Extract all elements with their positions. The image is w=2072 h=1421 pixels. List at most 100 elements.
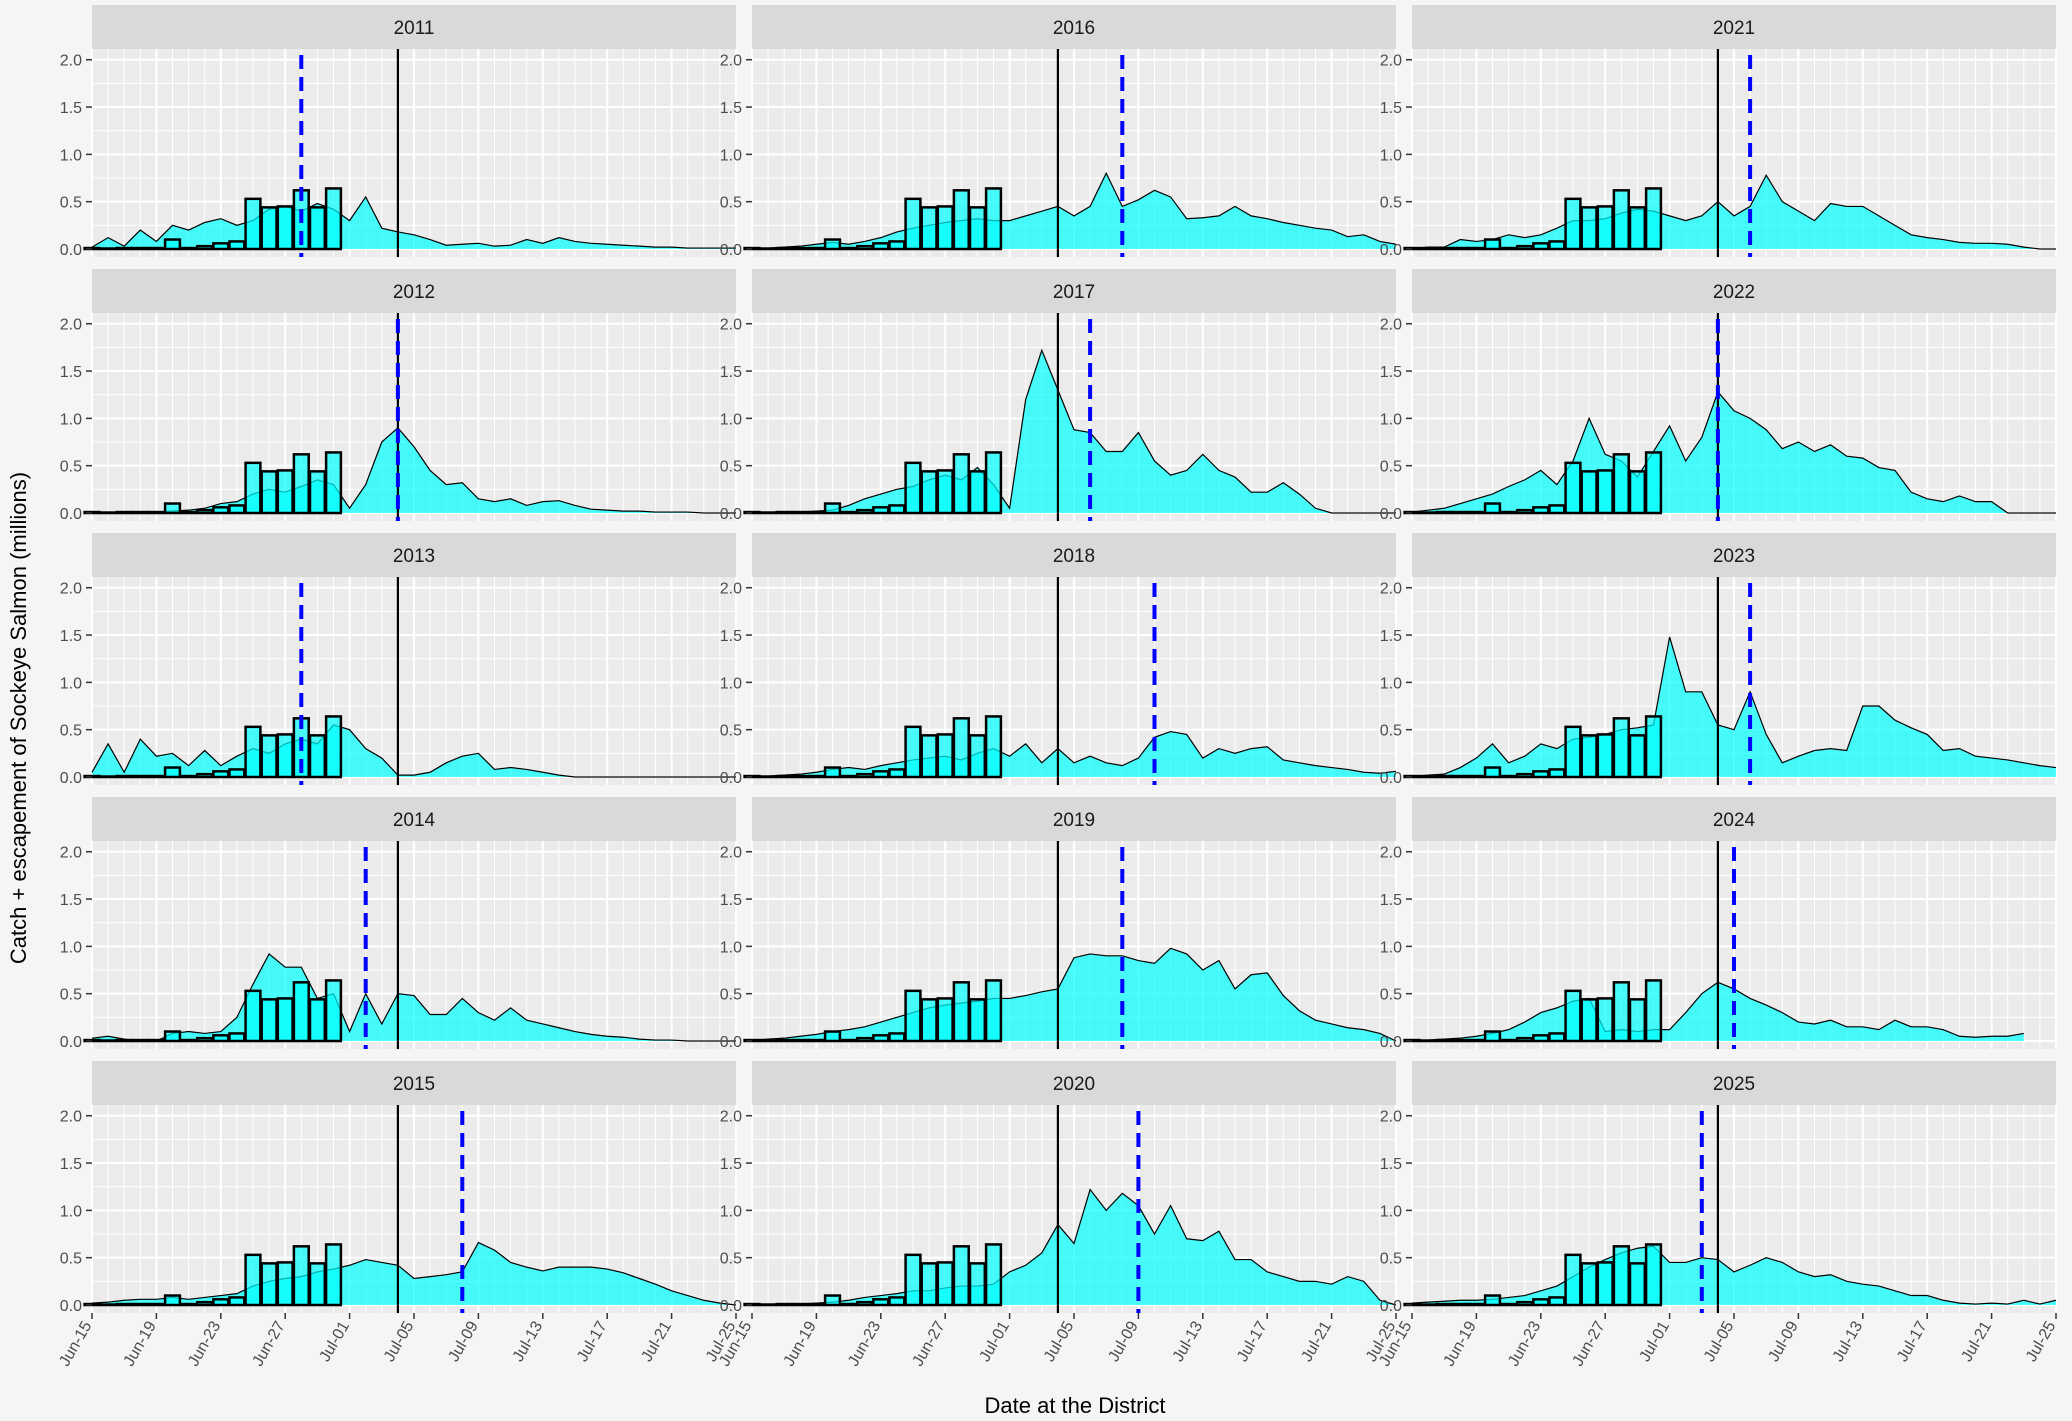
bar [212, 242, 230, 251]
bar [196, 772, 214, 779]
bar [807, 1302, 826, 1307]
facet-strip [1412, 797, 2056, 841]
bar [260, 470, 278, 515]
bar [308, 998, 327, 1043]
panel-2016: 2016 0.0 0.5 1.0 1.5 2.0 [720, 5, 1397, 259]
bar [196, 244, 214, 251]
facet-strip-label: 2014 [393, 810, 436, 831]
y-tick-label: 1.0 [1380, 1203, 1402, 1220]
y-tick-label: 2.0 [60, 1109, 82, 1126]
y-tick-label: 0.0 [720, 242, 742, 259]
bar [1612, 1245, 1630, 1307]
bar [179, 246, 198, 251]
bar [936, 733, 954, 779]
bar [147, 1302, 166, 1307]
area-series-line [752, 348, 1396, 514]
bar [1548, 768, 1566, 779]
facet-strip-label: 2018 [1053, 546, 1095, 567]
bar [179, 1302, 198, 1307]
y-tick-label: 2.0 [60, 845, 82, 862]
bar [920, 470, 938, 515]
bar [212, 1034, 230, 1043]
bar [1516, 1036, 1534, 1043]
y-tick-label: 0.0 [720, 1034, 742, 1051]
bar [292, 453, 310, 515]
bar [920, 998, 938, 1043]
bar [952, 981, 970, 1043]
bar [1451, 246, 1469, 251]
y-tick-label: 1.5 [720, 892, 742, 909]
bar [1499, 774, 1518, 779]
facet-strip [752, 269, 1396, 313]
bar [324, 1243, 343, 1307]
bar [872, 242, 890, 251]
bar [292, 981, 310, 1043]
panel-2017: 2017 0.0 0.5 1.0 1.5 2.0 [720, 269, 1397, 523]
facet-strip [1412, 269, 2056, 313]
bar [147, 1038, 166, 1043]
y-tick-label: 1.0 [60, 675, 82, 692]
bar [1580, 470, 1598, 515]
bar [839, 774, 858, 779]
y-tick-label: 0.5 [720, 723, 742, 740]
area-series-line [92, 426, 736, 514]
y-tick-label: 2.0 [60, 581, 82, 598]
bar [823, 766, 842, 779]
panel-2014: 2014 0.0 0.5 1.0 1.5 2.0 [60, 797, 737, 1051]
bar [920, 1262, 938, 1307]
facet-strip-label: 2023 [1713, 546, 1755, 567]
bar [775, 510, 793, 515]
bar [1516, 772, 1534, 779]
bar [936, 997, 954, 1043]
y-tick-label: 2.0 [60, 317, 82, 334]
bar [807, 1038, 826, 1043]
bar [1548, 1296, 1566, 1307]
y-tick-label: 0.5 [60, 723, 82, 740]
bar [196, 508, 214, 515]
y-tick-label: 2.0 [720, 581, 742, 598]
bar [131, 246, 149, 251]
bar [856, 1300, 874, 1307]
bar [984, 451, 1003, 515]
bar [276, 205, 294, 251]
y-tick-label: 0.0 [720, 770, 742, 787]
bar [856, 772, 874, 779]
y-tick-label: 2.0 [1380, 581, 1402, 598]
bar [1612, 189, 1630, 251]
y-tick-label: 1.0 [60, 147, 82, 164]
bar [1435, 510, 1453, 515]
bar [839, 510, 858, 515]
facet-strip [752, 533, 1396, 577]
area-series-line [752, 171, 1397, 249]
bar [163, 502, 182, 515]
bar [1435, 774, 1453, 779]
y-tick-label: 2.0 [1380, 1109, 1402, 1126]
bar [1580, 734, 1598, 779]
bar [276, 997, 294, 1043]
bar [115, 1302, 133, 1307]
bar [1564, 1253, 1582, 1307]
bar [952, 717, 970, 779]
bar [147, 246, 166, 251]
y-tick-label: 1.0 [1380, 939, 1402, 956]
bar [807, 246, 826, 251]
facet-strip-label: 2017 [1053, 282, 1095, 303]
bar [244, 725, 262, 779]
panel-2024: 2024 0.0 0.5 1.0 1.5 2.0 [1380, 797, 2057, 1051]
bar [1516, 508, 1534, 515]
y-axis-title: Catch + escapement of Sockeye Salmon (mi… [6, 472, 31, 964]
bar [936, 205, 954, 251]
bar [163, 238, 182, 251]
y-tick-label: 0.5 [1380, 459, 1402, 476]
y-tick-label: 2.0 [1380, 53, 1402, 70]
bar [1612, 453, 1630, 515]
facet-strip-label: 2022 [1713, 282, 1755, 303]
y-tick-label: 0.5 [720, 195, 742, 212]
bar [276, 733, 294, 779]
y-tick-label: 1.0 [720, 1203, 742, 1220]
bar [888, 240, 906, 251]
bar [984, 979, 1003, 1043]
bar [260, 734, 278, 779]
y-tick-label: 0.5 [1380, 195, 1402, 212]
